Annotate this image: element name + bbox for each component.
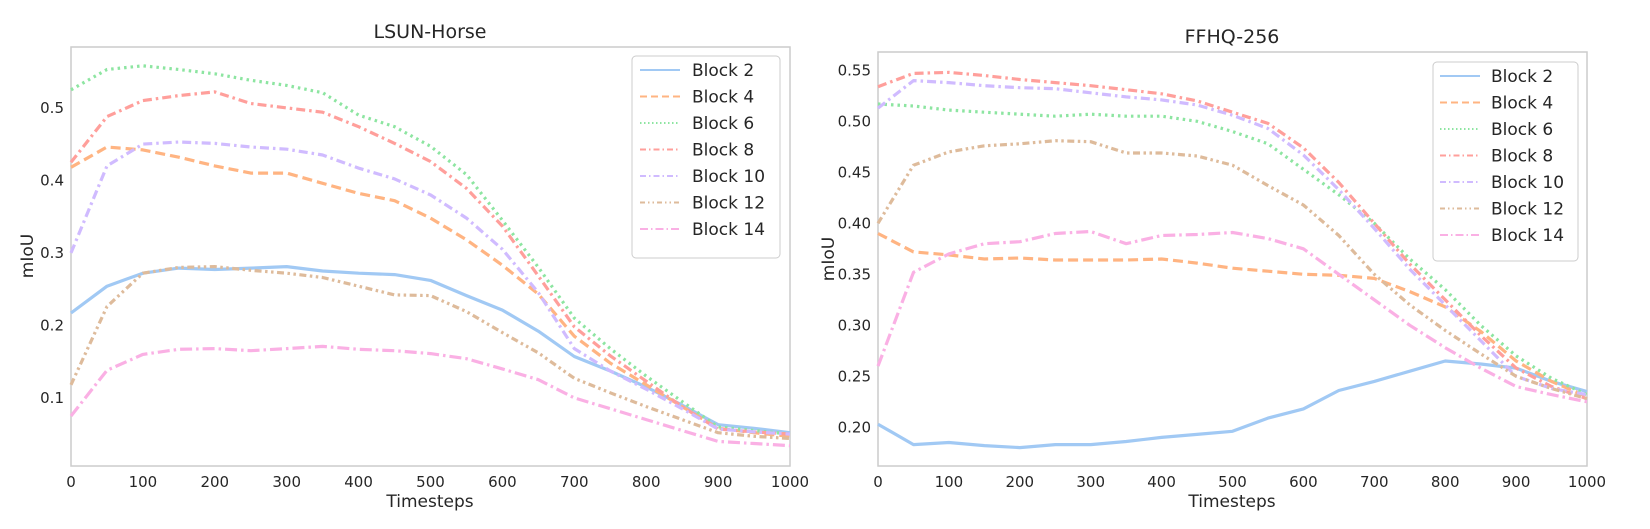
series-layer: [69, 64, 791, 448]
legend-label: Block 14: [1491, 226, 1564, 246]
legend-item: Block 10: [1440, 173, 1564, 193]
legend: Block 2 Block 4 Block 6 Block 8 Block 10 Bloc…: [631, 55, 781, 259]
series-layer: [876, 70, 1588, 450]
y-tick-label: 0.40: [838, 214, 871, 232]
legend-label: Block 4: [1491, 94, 1553, 114]
y-tick-label: 0.25: [838, 367, 871, 385]
x-tick-label: 600: [488, 473, 517, 491]
x-tick-label: 300: [272, 473, 301, 491]
y-tick-label: 0.1: [40, 389, 64, 407]
x-tick-label: 800: [1431, 473, 1460, 491]
x-axis-label: Timesteps: [1187, 492, 1275, 512]
x-tick-label: 500: [1218, 473, 1247, 491]
x-tick-label: 300: [1076, 473, 1105, 491]
x-axis-ticks: 0 100 200 300 400 500 600 700 800 900 1000: [873, 473, 1606, 491]
x-tick-label: 900: [1502, 473, 1531, 491]
series-line-block-10: [69, 140, 791, 436]
legend-frame: [631, 55, 781, 259]
legend-label: Block 6: [692, 114, 754, 134]
chart-title: FFHQ-256: [1185, 26, 1280, 48]
y-axis-ticks: 0.20 0.25 0.30 0.35 0.40 0.45 0.50 0.55: [838, 61, 871, 436]
series-line-block-4: [877, 232, 1588, 399]
x-tick-label: 200: [1005, 473, 1034, 491]
series-line-block-6: [70, 64, 791, 436]
series-line-block-8: [877, 70, 1588, 401]
x-tick-label: 700: [1360, 473, 1389, 491]
legend-frame: [1432, 61, 1579, 262]
legend-item: Block 4: [1440, 94, 1553, 114]
x-tick-label: 1000: [771, 473, 809, 491]
x-axis-ticks: 0 100 200 300 400 500 600 700 800 900 1000: [66, 473, 809, 491]
x-tick-label: 1000: [1568, 473, 1606, 491]
y-axis-label: mIoU: [18, 234, 38, 278]
x-tick-label: 800: [632, 473, 661, 491]
chart-lsun-horse: LSUN-Horse 0 100 200 300 400 500 600 700 800 900 1…: [18, 21, 809, 512]
x-tick-label: 900: [704, 473, 733, 491]
legend-label: Block 14: [692, 220, 765, 240]
legend: Block 2 Block 4 Block 6 Block 8 Block 10 Bloc…: [1432, 61, 1579, 262]
x-tick-label: 0: [873, 473, 883, 491]
legend-label: Block 4: [692, 88, 754, 108]
y-tick-label: 0.2: [40, 316, 64, 334]
series-line-block-6: [877, 102, 1588, 397]
x-axis-label: Timesteps: [385, 492, 473, 512]
chart-title: LSUN-Horse: [374, 21, 487, 43]
legend-item: Block 12: [640, 194, 765, 214]
legend-label: Block 6: [1491, 120, 1553, 140]
x-tick-label: 100: [129, 473, 158, 491]
legend-label: Block 2: [1491, 67, 1553, 87]
x-tick-label: 700: [560, 473, 589, 491]
y-tick-label: 0.55: [838, 61, 871, 79]
x-tick-label: 0: [66, 473, 76, 491]
x-tick-label: 400: [344, 473, 373, 491]
legend-label: Block 10: [1491, 173, 1564, 193]
x-tick-label: 400: [1147, 473, 1176, 491]
series-line-block-4: [70, 145, 791, 438]
y-tick-label: 0.30: [838, 316, 871, 334]
series-line-block-12: [876, 139, 1588, 401]
x-tick-label: 600: [1289, 473, 1318, 491]
legend-item: Block 8: [1440, 147, 1553, 167]
series-line-block-12: [69, 265, 791, 441]
legend-label: Block 8: [1491, 147, 1553, 167]
legend-item: Block 2: [1440, 67, 1553, 87]
legend-item: Block 12: [1440, 200, 1564, 220]
y-axis-label: mIoU: [819, 237, 839, 281]
y-tick-label: 0.20: [838, 418, 871, 436]
x-tick-label: 200: [200, 473, 229, 491]
legend-item: Block 6: [640, 114, 754, 134]
series-line-block-14: [876, 229, 1588, 404]
legend-item: Block 6: [1440, 120, 1553, 140]
legend-item: Block 8: [640, 141, 754, 161]
y-tick-label: 0.3: [40, 244, 64, 262]
y-tick-label: 0.45: [838, 163, 871, 181]
chart-ffhq-256: FFHQ-256 0 100 200 300 400 500 600 700 800 900 100…: [819, 26, 1606, 512]
x-tick-label: 500: [416, 473, 445, 491]
x-tick-label: 100: [935, 473, 964, 491]
legend-item: Block 2: [640, 61, 754, 81]
legend-item: Block 4: [640, 88, 754, 108]
y-tick-label: 0.5: [40, 99, 64, 117]
y-tick-label: 0.35: [838, 265, 871, 283]
y-tick-label: 0.4: [40, 171, 64, 189]
legend-item: Block 10: [640, 167, 765, 187]
legend-item: Block 14: [1440, 226, 1564, 246]
legend-item: Block 14: [640, 220, 765, 240]
y-axis-ticks: 0.1 0.2 0.3 0.4 0.5: [40, 99, 64, 407]
legend-label: Block 2: [692, 61, 754, 81]
legend-label: Block 8: [692, 141, 754, 161]
legend-label: Block 12: [692, 194, 765, 214]
series-line-block-8: [69, 90, 791, 436]
y-tick-label: 0.50: [838, 112, 871, 130]
series-line-block-10: [877, 78, 1588, 397]
series-line-block-14: [69, 344, 791, 448]
legend-label: Block 12: [1491, 200, 1564, 220]
legend-label: Block 10: [692, 167, 765, 187]
